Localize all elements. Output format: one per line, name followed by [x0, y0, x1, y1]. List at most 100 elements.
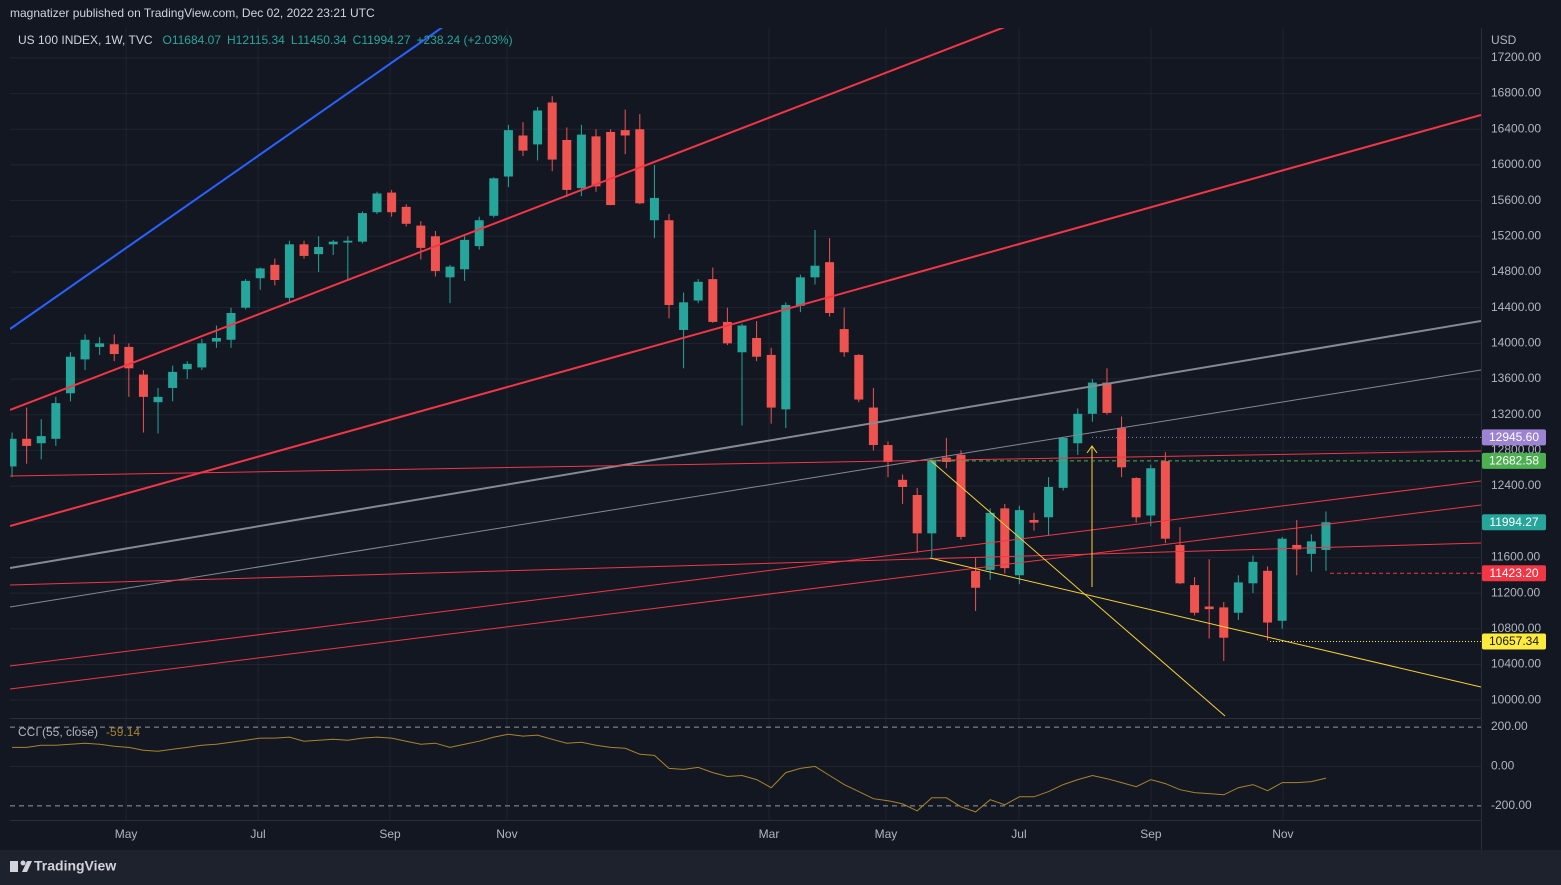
published-line: magnatizer published on TradingView.com,… [10, 6, 375, 20]
candle-body [1146, 468, 1156, 516]
y-tick-label: 14000.00 [1491, 336, 1541, 350]
y-tick-label: 13600.00 [1491, 371, 1541, 385]
candle-body [489, 178, 499, 216]
trend-line [929, 459, 1226, 717]
y-tick-label: 14400.00 [1491, 300, 1541, 314]
candle-body [868, 407, 878, 446]
x-tick-label: Sep [379, 827, 401, 841]
candle-body [270, 264, 280, 281]
candle-body [211, 337, 221, 342]
y-tick-label: 200.00 [1491, 719, 1528, 733]
price-label-box [1482, 452, 1546, 469]
price-label-box [1482, 429, 1546, 446]
candle-body [460, 239, 470, 270]
cci-line [12, 733, 1327, 813]
candle-body [241, 280, 251, 308]
candle-body [839, 329, 849, 353]
candle-body [898, 479, 908, 487]
candle-body [518, 135, 528, 151]
cci-title: CCI (55, close) [18, 725, 98, 739]
candle-body [1190, 585, 1200, 613]
x-tick-label: May [875, 827, 898, 841]
trend-line [10, 320, 1481, 569]
price-label-box [1482, 514, 1546, 531]
legend-line: US 100 INDEX, 1W, TVC O11684.07 H12115.34 L… [18, 33, 513, 47]
candle-body [1175, 544, 1185, 584]
trend-line [10, 480, 1481, 667]
candle-body [635, 129, 645, 204]
candle-body [547, 102, 557, 160]
y-tick-label: 12400.00 [1491, 478, 1541, 492]
candle-body [124, 346, 134, 369]
x-tick-label: Nov [496, 827, 517, 841]
label-layer: MayJulSepNov2022MarMayJulSepNov202310000… [115, 50, 1546, 841]
trend-line [10, 369, 1481, 608]
candle-body [1131, 478, 1141, 518]
change-value: +238.24 (+2.03%) [417, 33, 513, 47]
y-tick-label: 14800.00 [1491, 264, 1541, 278]
x-tick-label: Jul [250, 827, 265, 841]
logo-mark [20, 860, 26, 866]
candle-body [430, 236, 440, 272]
candle-body [927, 460, 937, 534]
trend-line [10, 450, 1481, 477]
candle-body [10, 438, 17, 467]
price-label: 10657.34 [1489, 634, 1539, 648]
candle-body [810, 265, 820, 278]
x-tick-label: Jul [1011, 827, 1026, 841]
candle-body [22, 438, 32, 446]
candle-body [562, 139, 572, 190]
candle-body [182, 363, 192, 370]
price-label: 11423.20 [1489, 566, 1538, 580]
candle-body [854, 354, 864, 400]
high-value: H12115.34 [227, 33, 285, 47]
candle-body [51, 403, 61, 439]
candle-body [1102, 382, 1112, 413]
candle-body [387, 192, 397, 213]
close-value: C11994.27 [353, 33, 411, 47]
candle-body [1233, 582, 1243, 613]
x-tick-label: Mar [759, 827, 780, 841]
price-label-box [1482, 565, 1546, 582]
candle-body [956, 454, 966, 537]
open-value: O11684.07 [163, 33, 222, 47]
y-tick-label: 16400.00 [1491, 121, 1541, 135]
candle-body [620, 130, 630, 136]
logo-mark [10, 861, 18, 872]
candle-body [533, 110, 543, 145]
trend-line [10, 28, 444, 330]
y-tick-label: 10400.00 [1491, 657, 1541, 671]
candle-body [226, 313, 236, 340]
candle-body [1029, 519, 1039, 523]
trend-line [10, 28, 1005, 411]
logo-mark [22, 861, 32, 872]
y-tick-label: -200.00 [1491, 798, 1532, 812]
grid-layer [10, 28, 1481, 820]
candle-body [1292, 544, 1302, 550]
y-tick-label: 0.00 [1491, 759, 1515, 773]
candle-body [1014, 510, 1024, 576]
candle-body [1219, 607, 1229, 638]
candle-body [197, 343, 207, 368]
y-tick-label: 16800.00 [1491, 86, 1541, 100]
candle-body [255, 268, 265, 279]
candle-body [416, 225, 426, 248]
footer-bar [0, 850, 1561, 885]
y-tick-label: 10000.00 [1491, 692, 1541, 706]
candle-body [372, 193, 382, 213]
candle-body [1087, 382, 1097, 414]
candle-body [679, 302, 689, 330]
candle-body [284, 244, 294, 298]
candle-body [357, 213, 367, 242]
candle-body [401, 206, 411, 224]
trend-line [10, 504, 1481, 690]
price-label: 12682.58 [1489, 454, 1539, 468]
candle-body [138, 374, 148, 397]
low-value: L11450.34 [291, 33, 347, 47]
candle-body [109, 344, 119, 355]
candle-body [708, 279, 718, 322]
candle-body [65, 356, 75, 394]
price-label: 12945.60 [1489, 430, 1539, 444]
candle-body [153, 396, 163, 403]
